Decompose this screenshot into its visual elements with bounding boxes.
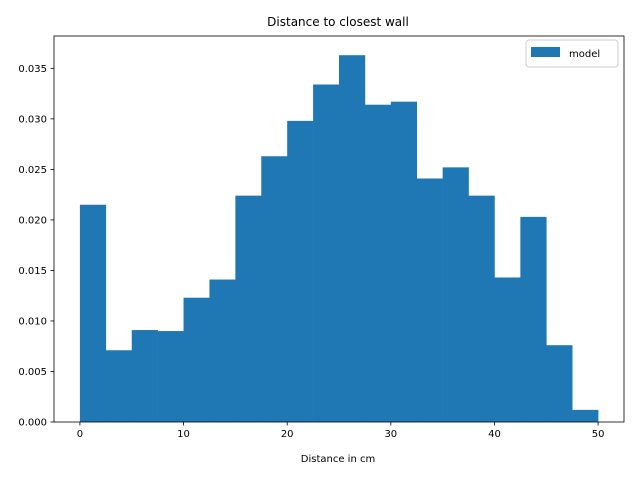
histogram-bar xyxy=(235,195,262,422)
legend-swatch xyxy=(531,47,560,57)
histogram-bar xyxy=(468,195,495,422)
y-tick-label: 0.010 xyxy=(18,316,47,327)
y-axis-ticks: 0.000 0.005 0.010 0.015 0.020 0.025 0.030 0.035 xyxy=(18,64,54,429)
bars-group xyxy=(79,55,599,423)
x-tick-label: 20 xyxy=(281,429,294,440)
histogram-bar xyxy=(546,345,573,422)
histogram-bar xyxy=(339,55,366,423)
y-tick-label: 0.005 xyxy=(18,367,47,378)
y-tick-label: 0.015 xyxy=(18,266,47,277)
chart-title: Distance to closest wall xyxy=(267,15,409,29)
histogram-bar xyxy=(494,277,521,422)
histogram-bar xyxy=(364,104,392,423)
histogram-bar xyxy=(572,409,599,422)
legend-label: model xyxy=(569,49,600,60)
histogram-bar xyxy=(157,331,184,422)
histogram-bar xyxy=(131,330,158,422)
histogram-bar xyxy=(313,84,340,422)
histogram-bar xyxy=(520,216,547,422)
x-tick-label: 50 xyxy=(592,429,605,440)
histogram-bar xyxy=(183,297,210,422)
legend-frame xyxy=(525,39,619,68)
y-tick-label: 0.020 xyxy=(18,215,47,226)
x-tick-label: 0 xyxy=(77,429,83,440)
y-tick-label: 0.030 xyxy=(18,114,47,125)
histogram-bar xyxy=(390,101,418,422)
histogram-bar xyxy=(79,204,107,422)
histogram-bar xyxy=(287,120,314,422)
histogram-bar xyxy=(209,279,236,422)
x-axis-label: Distance in cm xyxy=(301,454,375,465)
legend: model xyxy=(525,39,619,68)
y-tick-label: 0.000 xyxy=(18,418,47,429)
x-tick-label: 40 xyxy=(488,429,501,440)
x-tick-label: 30 xyxy=(384,429,397,440)
axes-frame xyxy=(53,35,625,423)
x-tick-label: 10 xyxy=(177,429,190,440)
histogram-bar xyxy=(261,156,288,422)
x-axis-ticks: 0 10 20 30 40 50 xyxy=(77,422,605,440)
histogram-bar xyxy=(416,178,443,422)
histogram-bar xyxy=(442,167,469,422)
y-tick-label: 0.035 xyxy=(18,64,47,75)
histogram-bar xyxy=(105,350,133,422)
y-tick-label: 0.025 xyxy=(18,165,47,176)
